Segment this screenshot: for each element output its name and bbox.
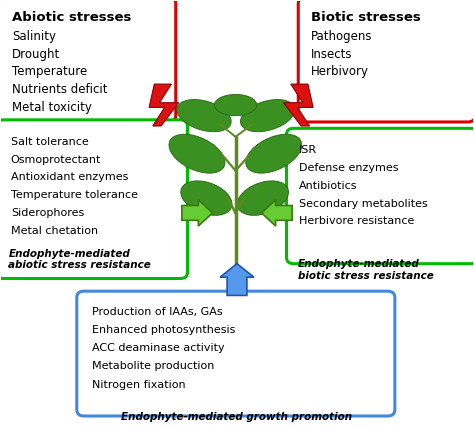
Text: Metal toxicity: Metal toxicity — [12, 101, 91, 114]
Text: Herbivory: Herbivory — [311, 65, 369, 78]
Text: Abiotic stresses: Abiotic stresses — [12, 11, 131, 24]
Text: Nitrogen fixation: Nitrogen fixation — [92, 380, 186, 390]
FancyArrow shape — [262, 200, 292, 226]
Text: Herbivore resistance: Herbivore resistance — [299, 216, 415, 226]
Text: Temperature tolerance: Temperature tolerance — [11, 190, 138, 200]
Text: Insects: Insects — [311, 48, 353, 60]
Text: Defense enzymes: Defense enzymes — [299, 163, 399, 173]
Text: Production of IAAs, GAs: Production of IAAs, GAs — [92, 307, 223, 317]
Text: ISR: ISR — [299, 145, 317, 155]
Ellipse shape — [177, 100, 231, 132]
Text: Enhanced photosynthesis: Enhanced photosynthesis — [92, 325, 236, 335]
FancyArrow shape — [182, 200, 212, 226]
Text: Endophyte-mediated
abiotic stress resistance: Endophyte-mediated abiotic stress resist… — [9, 249, 151, 271]
Text: Drought: Drought — [12, 48, 60, 60]
Text: Metal chetation: Metal chetation — [11, 226, 98, 236]
Text: ACC deaminase activity: ACC deaminase activity — [92, 343, 225, 353]
FancyArrow shape — [220, 264, 254, 295]
Polygon shape — [149, 84, 179, 126]
Text: Temperature: Temperature — [12, 65, 87, 78]
Text: Metabolite production: Metabolite production — [92, 361, 215, 371]
FancyBboxPatch shape — [286, 128, 474, 264]
Text: Salinity: Salinity — [12, 30, 56, 43]
Text: Antibiotics: Antibiotics — [299, 181, 358, 191]
Polygon shape — [283, 84, 313, 126]
Ellipse shape — [240, 100, 295, 132]
Ellipse shape — [169, 134, 225, 173]
Text: Osmoprotectant: Osmoprotectant — [11, 155, 101, 164]
Text: Endophyte-mediated
biotic stress resistance: Endophyte-mediated biotic stress resista… — [298, 259, 434, 281]
Text: Secondary metabolites: Secondary metabolites — [299, 199, 428, 209]
FancyBboxPatch shape — [0, 120, 188, 279]
FancyBboxPatch shape — [77, 291, 395, 416]
Ellipse shape — [246, 134, 302, 173]
Text: Biotic stresses: Biotic stresses — [311, 11, 421, 24]
Ellipse shape — [181, 181, 232, 215]
Text: Salt tolerance: Salt tolerance — [11, 137, 89, 147]
Text: Antioxidant enzymes: Antioxidant enzymes — [11, 172, 128, 182]
Text: Siderophores: Siderophores — [11, 208, 84, 218]
FancyBboxPatch shape — [0, 0, 176, 122]
Ellipse shape — [237, 181, 289, 215]
Text: Endophyte-mediated growth promotion: Endophyte-mediated growth promotion — [121, 412, 353, 422]
FancyBboxPatch shape — [298, 0, 474, 122]
Text: Nutrients deficit: Nutrients deficit — [12, 83, 107, 96]
Ellipse shape — [214, 95, 257, 115]
Text: Pathogens: Pathogens — [311, 30, 373, 43]
